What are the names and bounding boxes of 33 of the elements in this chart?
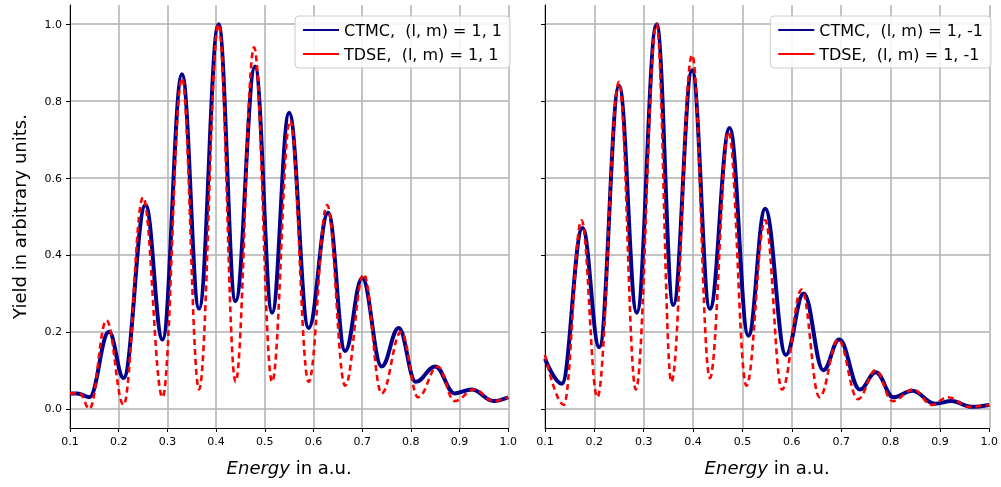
x-tick-label: 0.8 [881, 435, 900, 448]
y-tick-label: 0.8 [44, 94, 62, 108]
x-axis-title: Energy in a.u. [226, 456, 352, 478]
x-tick-label: 1.0 [980, 435, 998, 448]
x-tick-label: 0.6 [304, 435, 323, 448]
x-tick-label: 0.3 [158, 435, 177, 448]
x-tick-label: 0.9 [931, 435, 949, 448]
x-tick-label: 0.2 [109, 435, 128, 448]
x-tick-label: 0.1 [536, 435, 554, 448]
x-tick-label: 1.0 [499, 435, 517, 448]
y-tick-label: 0.2 [44, 325, 62, 339]
x-tick-label: 0.5 [733, 435, 752, 448]
y-axis-title: Yield in arbitrary units. [8, 114, 30, 320]
x-tick-label: 0.2 [585, 435, 604, 448]
x-tick-label: 0.4 [207, 435, 225, 448]
legend-label: CTMC, (l, m) = 1, 1 [344, 20, 503, 40]
legend-label: TDSE, (l, m) = 1, 1 [343, 44, 499, 64]
x-tick-label: 0.9 [450, 435, 469, 448]
x-tick-label: 0.7 [832, 435, 850, 448]
x-tick-label: 0.7 [353, 435, 371, 448]
x-tick-label: 0.5 [256, 435, 274, 448]
x-tick-label: 0.1 [61, 435, 79, 448]
y-tick-label: 0.4 [44, 248, 62, 262]
x-axis-title: Energy in a.u. [704, 456, 830, 478]
y-tick-label: 0.0 [44, 402, 62, 416]
x-tick-label: 0.8 [402, 435, 420, 448]
legend-label: TDSE, (l, m) = 1, -1 [818, 44, 980, 64]
y-tick-label: 0.6 [44, 171, 62, 185]
x-tick-label: 0.4 [684, 435, 702, 448]
x-tick-label: 0.6 [783, 435, 801, 448]
x-tick-label: 0.3 [634, 435, 653, 448]
y-tick-label: 1.0 [44, 17, 62, 31]
legend-label: CTMC, (l, m) = 1, -1 [819, 20, 983, 40]
